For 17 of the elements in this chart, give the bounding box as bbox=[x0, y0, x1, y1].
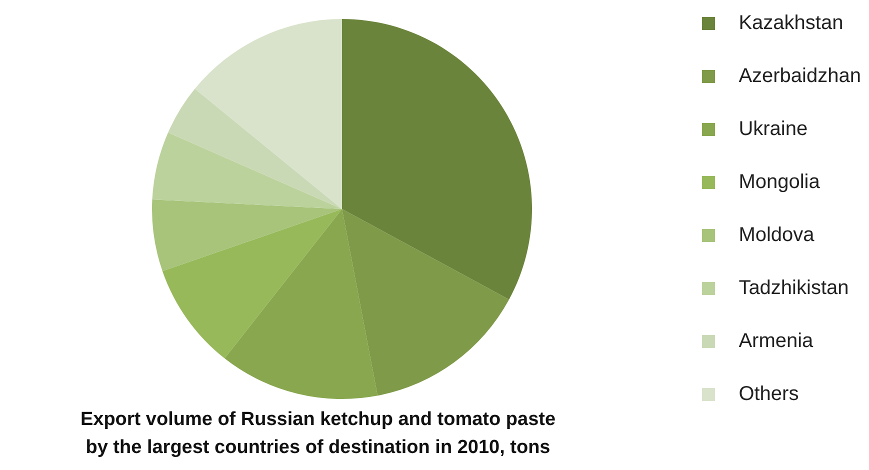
legend-label: Ukraine bbox=[738, 118, 808, 141]
text: Export volume of Russian ketchup and tomato paste by the largest countries of destination in 2010, tons bbox=[79, 408, 557, 460]
legend-label: Armenia bbox=[738, 330, 814, 353]
pie-slice bbox=[224, 209, 378, 399]
pie-slice bbox=[342, 19, 532, 300]
pie-slice bbox=[194, 19, 342, 209]
legend-label: Kazakhstan bbox=[738, 12, 844, 35]
pie-slice bbox=[152, 199, 342, 272]
pie-slice bbox=[168, 88, 342, 209]
legend-label: Moldova bbox=[738, 224, 814, 247]
pie-slice bbox=[162, 209, 342, 358]
legend-label: Others bbox=[738, 383, 799, 406]
legend-label: Tadzhikistan bbox=[738, 277, 849, 300]
legend-label: Azerbaidzhan bbox=[738, 65, 861, 88]
pie-slice bbox=[342, 209, 510, 396]
legend-label: Mongolia bbox=[738, 171, 820, 194]
pie-slice bbox=[152, 132, 342, 209]
